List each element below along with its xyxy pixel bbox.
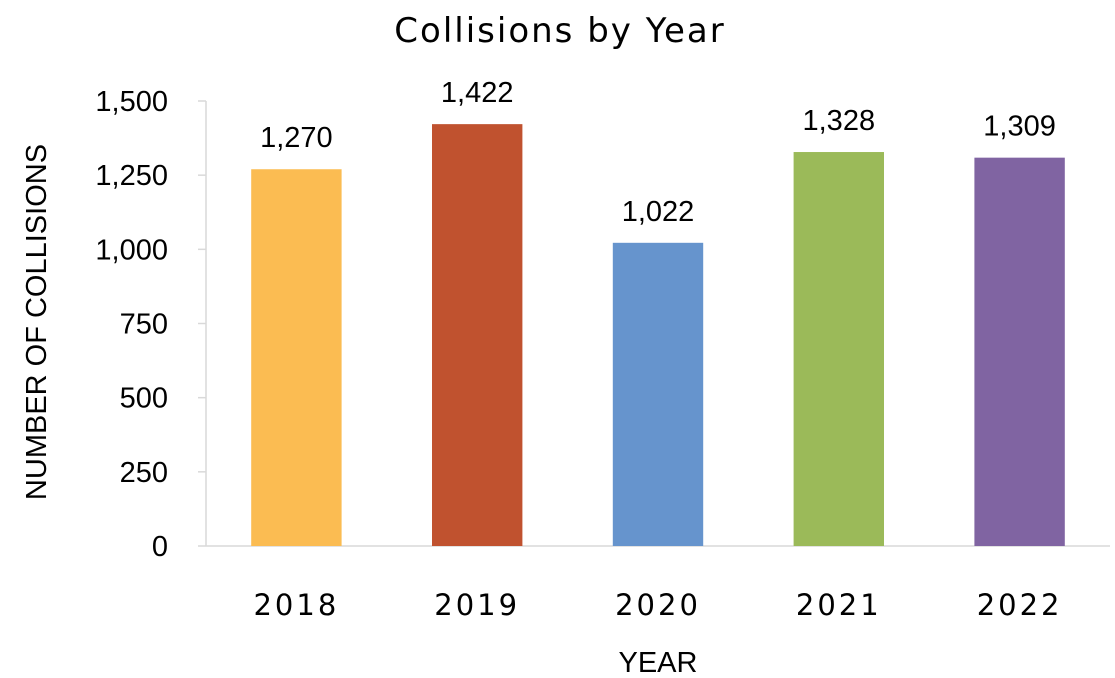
bar-2022 [974,157,1065,546]
x-tick-label-2022: 2022 [977,588,1063,622]
y-axis-title: NUMBER OF COLLISIONS [21,144,53,500]
x-tick-labels: 2018 2019 2020 2021 2022 [253,588,1063,622]
y-tick-label: 1,000 [95,234,168,266]
bars [251,124,1065,546]
y-tick-label: 750 [120,309,168,341]
data-label-2022: 1,309 [983,111,1056,143]
data-labels: 1,270 1,422 1,022 1,328 1,309 [260,77,1056,228]
bar-2018 [251,169,342,546]
x-tick-label-2019: 2019 [434,588,520,622]
data-label-2021: 1,328 [803,105,876,137]
y-tick-label: 1,250 [95,160,168,192]
y-tick-label: 500 [120,383,168,415]
bar-2021 [793,152,884,546]
x-tick-label-2018: 2018 [253,588,339,622]
x-tick-label-2021: 2021 [796,588,882,622]
x-axis-title: YEAR [619,647,698,678]
x-tick-label-2020: 2020 [615,588,701,622]
y-tick-labels: 0 250 500 750 1,000 1,250 1,500 [95,86,206,563]
y-tick-label: 250 [120,457,168,489]
bar-2020 [612,242,704,546]
data-label-2018: 1,270 [260,122,333,154]
y-tick-label: 1,500 [95,86,168,118]
bar-2019 [432,124,523,546]
data-label-2020: 1,022 [622,196,695,228]
data-label-2019: 1,422 [441,77,514,109]
y-tick-label: 0 [152,531,168,563]
chart-title: Collisions by Year [394,11,725,51]
